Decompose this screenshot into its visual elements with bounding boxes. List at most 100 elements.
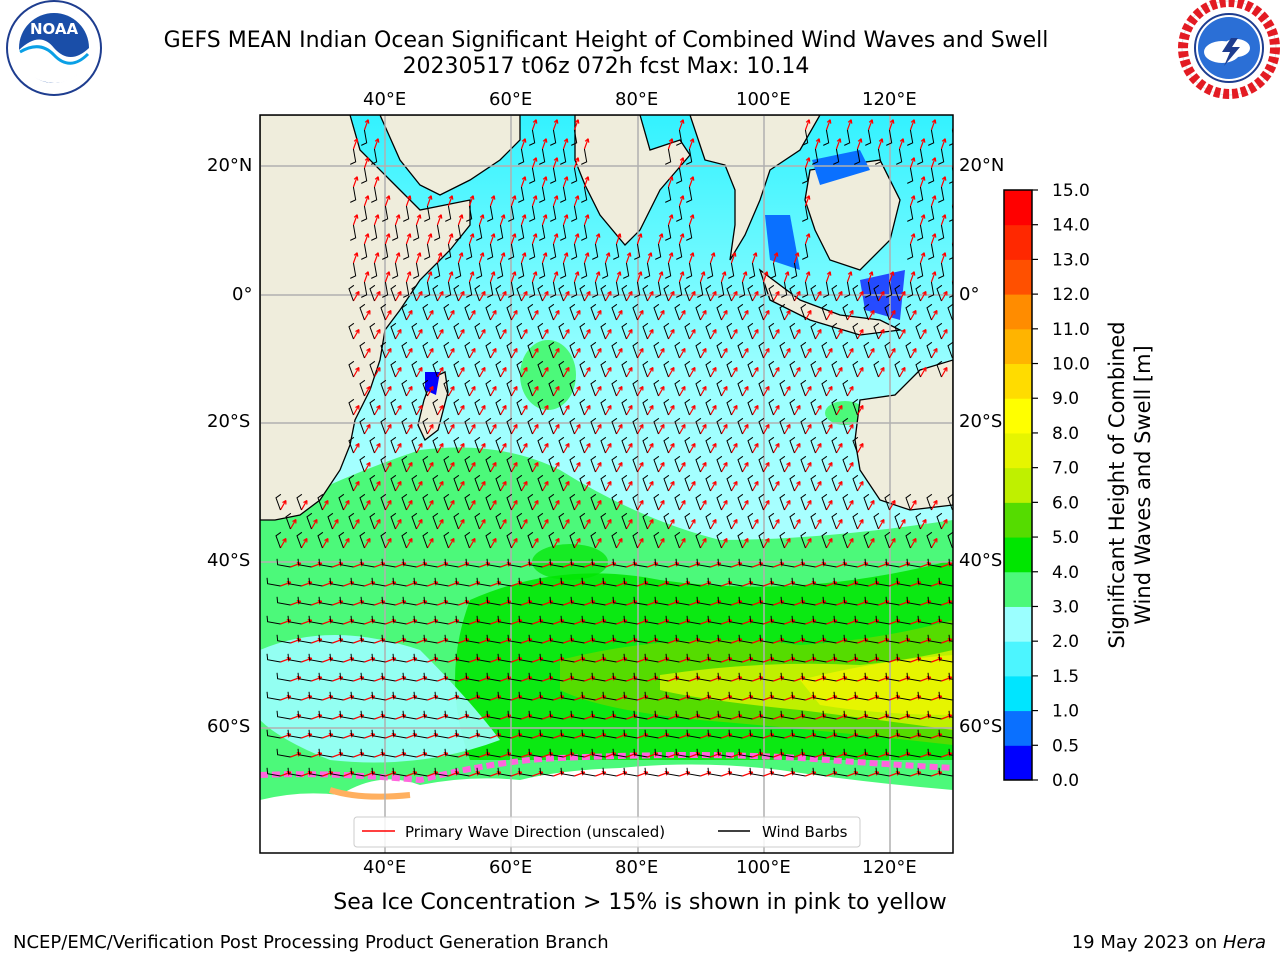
wind-barb xyxy=(285,512,292,530)
wave-arrow-head xyxy=(481,480,486,486)
wave-direction-arrow xyxy=(762,271,768,283)
wind-barb xyxy=(686,691,701,701)
wind-barb xyxy=(728,262,735,279)
wave-arrow-head xyxy=(838,328,843,334)
wind-barb xyxy=(348,474,355,492)
wind-barb xyxy=(749,262,756,279)
colorbar-swatch xyxy=(1004,745,1032,781)
wind-barb xyxy=(339,558,354,568)
wind-barb xyxy=(801,748,816,758)
wind-barb xyxy=(801,710,816,720)
wave-direction-arrow xyxy=(520,291,528,302)
wave-direction-arrow xyxy=(856,405,864,416)
wind-barb xyxy=(917,577,932,587)
wind-barb xyxy=(411,322,418,340)
wind-barb xyxy=(413,224,420,241)
wind-barb xyxy=(444,672,459,682)
colorbar-swatch xyxy=(1004,675,1032,712)
wave-direction-arrow xyxy=(762,462,770,473)
wind-barb xyxy=(466,205,473,222)
wind-barb xyxy=(507,634,522,644)
wave-arrow-head xyxy=(385,233,391,238)
wave-direction-arrow xyxy=(730,519,738,530)
wave-direction-arrow xyxy=(846,462,854,473)
wind-barb xyxy=(579,360,586,378)
wind-barb xyxy=(938,653,953,663)
wind-barb xyxy=(948,710,953,718)
wave-direction-arrow xyxy=(846,424,854,435)
wave-direction-arrow xyxy=(394,329,402,340)
wind-barb xyxy=(779,531,786,549)
wind-barb xyxy=(621,436,628,454)
wave-arrow-head xyxy=(765,347,770,353)
wave-arrow-head xyxy=(542,214,548,219)
wind-barb xyxy=(822,634,837,644)
wind-barb xyxy=(781,281,788,298)
wind-barb xyxy=(928,129,935,146)
wave-arrow-head xyxy=(500,214,506,219)
wave-arrow-head xyxy=(859,404,864,410)
wind-barb xyxy=(632,341,639,359)
wind-barb xyxy=(287,577,302,587)
wind-barb xyxy=(266,615,281,625)
wave-direction-arrow xyxy=(814,291,822,302)
wave-arrow-head xyxy=(586,366,591,372)
wind-barb xyxy=(875,615,890,625)
wind-barb xyxy=(800,379,807,397)
wind-barb xyxy=(917,262,924,279)
wave-arrow-head xyxy=(334,518,339,524)
wave-direction-arrow xyxy=(772,519,780,530)
wind-barb xyxy=(465,672,480,682)
wind-barb xyxy=(403,243,410,260)
wind-barb xyxy=(318,672,333,682)
wind-barb xyxy=(518,224,525,241)
wind-barb xyxy=(623,262,630,279)
wind-barb xyxy=(350,186,357,203)
wind-barb xyxy=(873,284,880,302)
wave-arrow-head xyxy=(786,461,791,467)
wind-barb xyxy=(780,596,795,606)
wave-arrow-head xyxy=(597,423,602,429)
wave-direction-arrow xyxy=(678,348,686,359)
wave-direction-arrow xyxy=(405,500,413,511)
wind-barb xyxy=(936,512,943,530)
wave-arrow-head xyxy=(544,518,549,524)
wind-barb xyxy=(759,672,774,682)
wind-barb xyxy=(506,379,513,397)
wind-barb xyxy=(653,303,660,321)
wave-direction-arrow xyxy=(352,252,358,264)
wave-arrow-head xyxy=(397,290,402,296)
wind-barb xyxy=(684,360,691,378)
wave-direction-arrow xyxy=(478,329,486,340)
wave-arrow-head xyxy=(901,366,906,372)
wind-barb xyxy=(560,148,567,165)
wave-patch-3-4-central xyxy=(520,340,576,410)
wave-arrow-head xyxy=(366,499,371,505)
wave-arrow-head xyxy=(502,366,507,372)
wind-barb xyxy=(537,474,544,492)
wind-barb xyxy=(518,729,533,739)
wind-barb xyxy=(369,512,376,530)
wind-barb xyxy=(432,322,439,340)
wind-barb xyxy=(371,691,386,701)
wind-barb xyxy=(339,710,354,720)
wave-arrow-head xyxy=(838,404,843,410)
wave-direction-arrow xyxy=(436,405,444,416)
wind-barb xyxy=(495,436,502,454)
wind-barb xyxy=(812,729,827,739)
wind-barb xyxy=(350,653,365,663)
wave-direction-arrow xyxy=(625,367,633,378)
wind-barb xyxy=(444,710,459,720)
wind-barb xyxy=(444,596,459,606)
wind-barb xyxy=(600,512,607,530)
wind-barb xyxy=(949,281,953,298)
wind-barb xyxy=(654,710,669,720)
wind-barb xyxy=(518,653,533,663)
wave-arrow-head xyxy=(765,499,770,505)
wave-direction-arrow xyxy=(888,500,896,511)
wind-barb xyxy=(621,284,628,302)
wind-barb xyxy=(674,379,681,397)
wind-barb xyxy=(707,729,722,739)
wave-direction-arrow xyxy=(510,233,516,245)
